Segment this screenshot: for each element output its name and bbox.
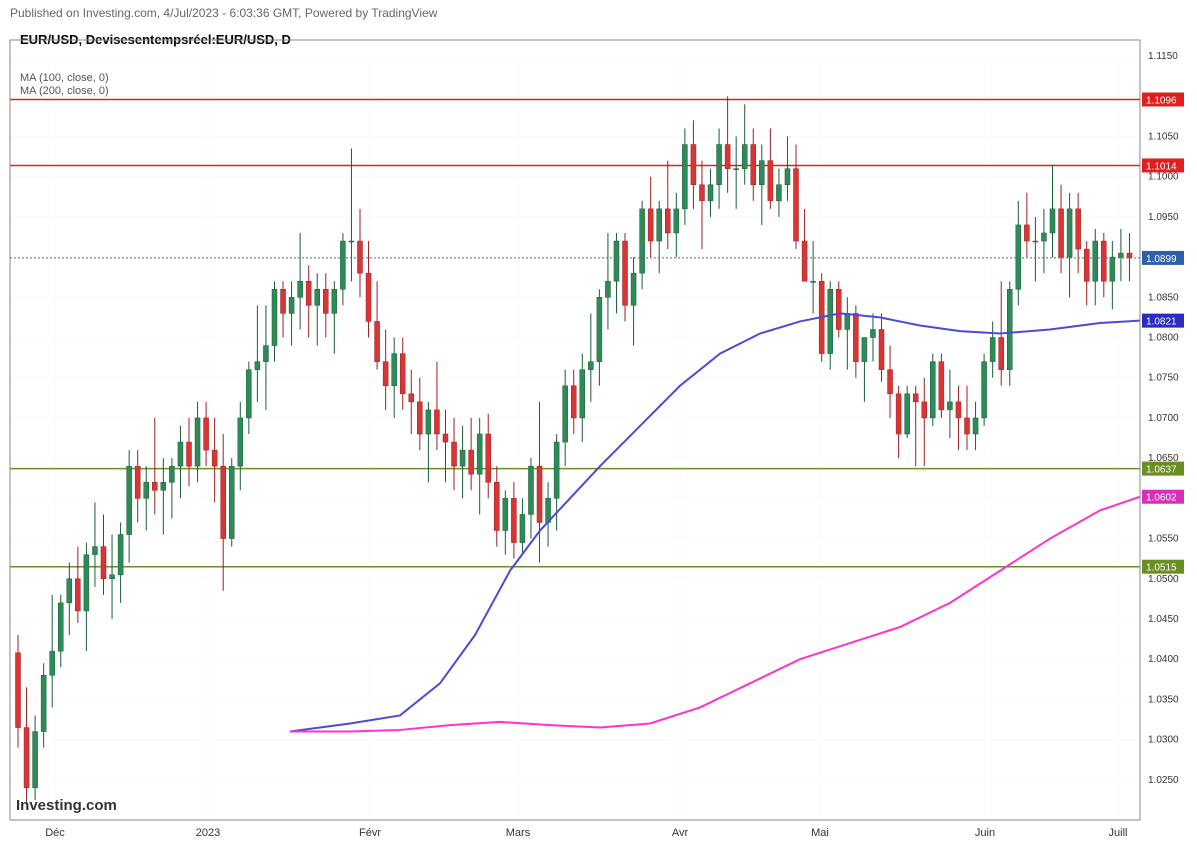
svg-text:1.0500: 1.0500 bbox=[1148, 574, 1179, 585]
svg-text:Juill: Juill bbox=[1109, 827, 1128, 839]
svg-text:Avr: Avr bbox=[672, 827, 689, 839]
svg-text:1.1000: 1.1000 bbox=[1148, 172, 1179, 183]
svg-text:1.0637: 1.0637 bbox=[1146, 465, 1177, 476]
svg-text:1.0700: 1.0700 bbox=[1148, 413, 1179, 424]
svg-text:Mars: Mars bbox=[506, 827, 531, 839]
svg-text:1.1096: 1.1096 bbox=[1146, 96, 1177, 107]
svg-text:Juin: Juin bbox=[975, 827, 995, 839]
price-chart: 1.02501.03001.03501.04001.04501.05001.05… bbox=[0, 0, 1197, 850]
svg-text:1.0899: 1.0899 bbox=[1146, 254, 1177, 265]
svg-text:1.0750: 1.0750 bbox=[1148, 373, 1179, 384]
svg-text:Mai: Mai bbox=[811, 827, 829, 839]
svg-text:1.0250: 1.0250 bbox=[1148, 775, 1179, 786]
svg-text:1.1014: 1.1014 bbox=[1146, 161, 1177, 172]
svg-text:1.0515: 1.0515 bbox=[1146, 563, 1177, 574]
svg-text:1.1050: 1.1050 bbox=[1148, 131, 1179, 142]
svg-text:1.0602: 1.0602 bbox=[1146, 493, 1177, 504]
svg-text:1.0800: 1.0800 bbox=[1148, 333, 1179, 344]
svg-text:Déc: Déc bbox=[45, 827, 65, 839]
watermark: Investing.com bbox=[16, 797, 117, 814]
svg-text:1.0950: 1.0950 bbox=[1148, 212, 1179, 223]
svg-text:1.0350: 1.0350 bbox=[1148, 694, 1179, 705]
svg-text:2023: 2023 bbox=[196, 827, 220, 839]
svg-text:1.1150: 1.1150 bbox=[1148, 51, 1178, 62]
svg-text:1.0550: 1.0550 bbox=[1148, 534, 1179, 545]
svg-text:1.0300: 1.0300 bbox=[1148, 735, 1179, 746]
svg-text:1.0821: 1.0821 bbox=[1146, 317, 1177, 328]
svg-text:1.0450: 1.0450 bbox=[1148, 614, 1179, 625]
svg-text:1.0400: 1.0400 bbox=[1148, 654, 1179, 665]
svg-text:Févr: Févr bbox=[359, 827, 381, 839]
svg-text:1.0850: 1.0850 bbox=[1148, 292, 1179, 303]
